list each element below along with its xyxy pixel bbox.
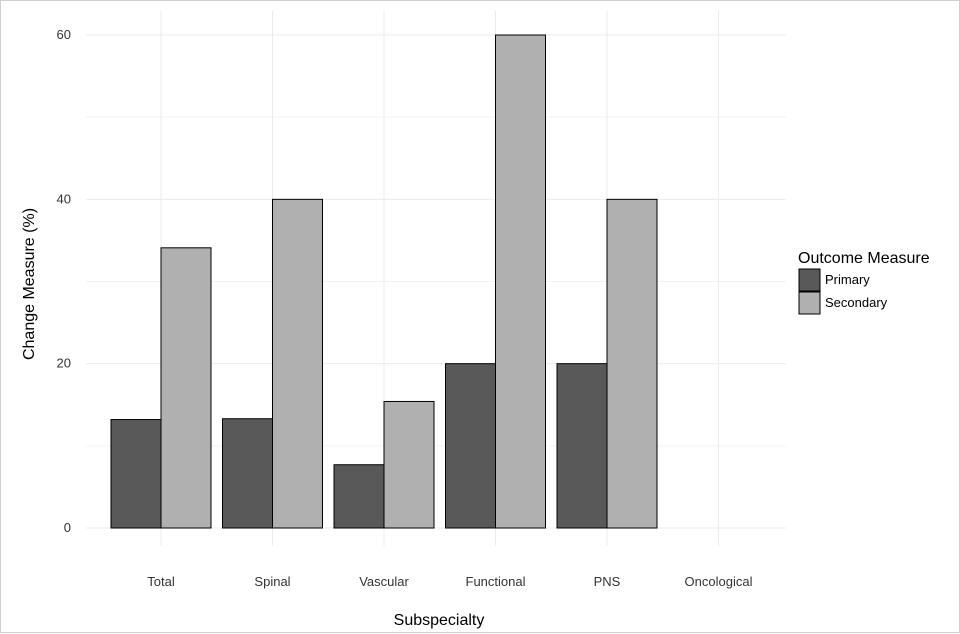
legend-items: Primary Secondary	[798, 268, 888, 315]
x-tick-label: Spinal	[254, 574, 290, 589]
y-tick-labels: 0 20 40 60	[57, 27, 71, 535]
bars	[110, 34, 658, 529]
legend-title: Outcome Measure	[798, 250, 930, 267]
legend-label-secondary: Secondary	[825, 295, 888, 310]
y-tick-label: 60	[57, 27, 71, 42]
bar-primary-pns	[556, 363, 608, 529]
y-tick-label: 40	[57, 191, 71, 206]
bar-primary-spinal	[222, 418, 273, 529]
bar-primary-functional	[445, 363, 496, 529]
y-tick-label: 0	[64, 520, 71, 535]
x-tick-label: Oncological	[685, 574, 753, 589]
bar-primary-total	[110, 419, 162, 529]
legend-swatch-primary	[798, 268, 821, 292]
legend: Outcome Measure Primary Secondary	[798, 250, 930, 315]
bar-primary-vascular	[333, 464, 385, 529]
bar-secondary-vascular	[383, 400, 435, 529]
y-axis-title: Change Measure (%)	[21, 208, 38, 360]
x-tick-label: Functional	[466, 574, 526, 589]
x-tick-label: PNS	[594, 574, 621, 589]
x-tick-labels: Total Spinal Vascular Functional PNS Oncologi…	[147, 574, 752, 589]
x-tick-label: Vascular	[359, 574, 409, 589]
bar-secondary-spinal	[272, 198, 323, 529]
legend-swatch-secondary	[798, 291, 821, 315]
bar-secondary-functional	[495, 34, 546, 529]
y-tick-label: 20	[57, 356, 71, 371]
bar-secondary-pns	[606, 198, 658, 529]
x-axis-title: Subspecialty	[394, 612, 485, 629]
bar-secondary-total	[160, 247, 212, 529]
x-tick-label: Total	[147, 574, 175, 589]
legend-label-primary: Primary	[825, 272, 870, 287]
